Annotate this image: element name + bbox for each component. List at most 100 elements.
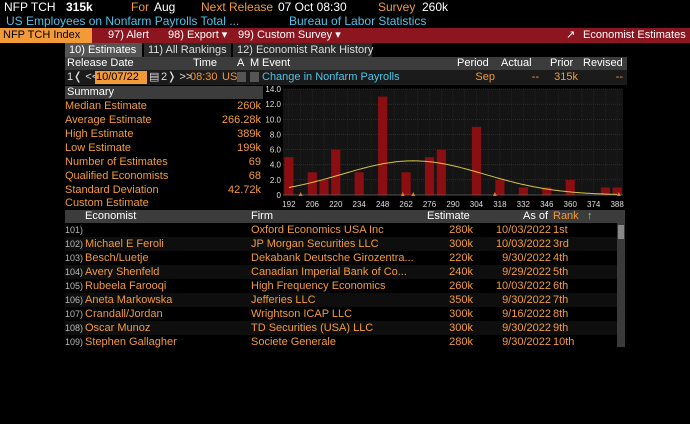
economist-name: Stephen Gallagher	[85, 336, 177, 348]
marker-icon	[492, 192, 497, 196]
y-tick-label: 2.0	[270, 176, 282, 185]
toolbar: NFP TCH Index 97) Alert 98) Export ▾ 99)…	[0, 28, 690, 43]
row-number: 105)	[65, 281, 84, 291]
asof-date: 10/03/2022	[495, 280, 551, 292]
table-row[interactable]: 103) Besch/Luetje Dekabank Deutsche Giroze…	[65, 251, 617, 265]
source-label: Bureau of Labor Statistics	[289, 14, 427, 28]
export-button[interactable]: 98) Export ▾	[168, 29, 228, 41]
event-country: US	[222, 71, 238, 83]
custom-survey-button[interactable]: 99) Custom Survey ▾	[238, 29, 341, 41]
scrollbar[interactable]	[617, 223, 625, 347]
y-tick-label: 8.0	[270, 130, 282, 139]
col-rank[interactable]: Rank	[553, 210, 579, 222]
table-row[interactable]: 101) Oxford Economics USA Inc 280k 10/03/20…	[65, 223, 617, 237]
bar	[319, 179, 329, 195]
bar	[354, 172, 364, 195]
bar	[600, 187, 610, 195]
row-number: 109)	[65, 337, 84, 347]
row-number: 104)	[65, 267, 84, 277]
col-asof[interactable]: As of	[523, 210, 549, 222]
event-prior: 315k	[554, 71, 578, 83]
alert-button[interactable]: 97) Alert	[108, 29, 149, 41]
x-tick-label: 234	[353, 200, 367, 209]
economist-name: Michael E Feroli	[85, 238, 164, 250]
estimate-value: 280k	[449, 224, 473, 236]
tab-estimates[interactable]: 10) Estimates	[65, 43, 143, 57]
col-estimate[interactable]: Estimate	[427, 210, 470, 222]
x-tick-label: 220	[329, 200, 343, 209]
col-event: Event	[262, 57, 291, 69]
table-row[interactable]: 102) Michael E Feroli JP Morgan Securities…	[65, 237, 617, 251]
table-row[interactable]: 106) Aneta Markowska Jefferies LLC 350k 9/30…	[65, 293, 617, 307]
col-a: A	[237, 57, 245, 69]
marker-icon	[411, 192, 416, 196]
x-tick-label: 318	[493, 200, 507, 209]
sort-up-icon[interactable]: ↑	[587, 210, 593, 222]
release-date-input[interactable]: 10/07/22	[95, 71, 147, 84]
x-tick-label: 360	[564, 200, 578, 209]
estimate-value: 300k	[449, 322, 473, 334]
asof-date: 9/30/2022	[502, 252, 551, 264]
table-row[interactable]: 108) Oscar Munoz TD Securities (USA) LLC 30…	[65, 321, 617, 335]
estimate-value: 350k	[449, 294, 473, 306]
table-row[interactable]: 107) Crandall/Jordan Wrightson ICAP LLC 300…	[65, 307, 617, 321]
economist-name: Aneta Markowska	[85, 294, 173, 306]
alert-icon[interactable]	[237, 72, 246, 82]
rank-value: 7th	[553, 294, 569, 306]
firm-name: Canadian Imperial Bank of Co...	[251, 266, 407, 278]
row-number: 102)	[65, 239, 84, 249]
col-economist[interactable]: Economist	[85, 210, 137, 222]
x-tick-label: 276	[423, 200, 437, 209]
tab-economist-rank-history[interactable]: 12) Economist Rank History	[233, 43, 373, 57]
event-name[interactable]: Change in Nonfarm Payrolls	[262, 71, 400, 83]
x-tick-label: 346	[540, 200, 554, 209]
summary-row-qualified: Qualified Economists 68	[65, 170, 261, 182]
asof-date: 9/30/2022	[502, 336, 551, 348]
survey-value: 260k	[422, 0, 449, 14]
estimate-value: 220k	[449, 252, 473, 264]
distribution-curve	[288, 160, 618, 195]
rank-value: 9th	[553, 322, 569, 334]
asof-date: 9/16/2022	[502, 308, 551, 320]
col-prior: Prior	[550, 57, 574, 69]
prev-button[interactable]: 1❬ <<	[67, 71, 99, 83]
asof-date: 10/03/2022	[495, 238, 551, 250]
popout-icon[interactable]: ↗	[566, 29, 576, 41]
x-tick-label: 206	[306, 200, 320, 209]
y-tick-label: 4.0	[270, 161, 282, 170]
col-firm[interactable]: Firm	[251, 210, 273, 222]
economist-name: Avery Shenfeld	[85, 266, 160, 278]
table-row[interactable]: 109) Stephen Gallagher Societe Generale 280…	[65, 335, 617, 349]
estimate-value: 300k	[449, 308, 473, 320]
survey-label: Survey	[378, 0, 416, 14]
x-tick-label: 388	[610, 200, 624, 209]
for-label: For	[131, 0, 149, 14]
scrollbar-thumb[interactable]	[618, 225, 624, 239]
bar	[495, 179, 505, 195]
x-tick-label: 304	[470, 200, 484, 209]
bar	[471, 126, 482, 195]
asof-date: 9/30/2022	[502, 294, 551, 306]
index-field[interactable]: NFP TCH Index	[0, 28, 92, 43]
table-row[interactable]: 105) Rubeela Farooqi High Frequency Econom…	[65, 279, 617, 293]
summary-row-count: Number of Estimates 69	[65, 156, 261, 168]
bar	[378, 96, 388, 195]
bar	[424, 157, 435, 195]
rank-value: 8th	[553, 308, 569, 320]
market-icon[interactable]	[250, 72, 259, 82]
calendar-icon[interactable]: ▤	[149, 71, 160, 83]
tab-bar: 10) Estimates 11) All Rankings 12) Econo…	[0, 43, 690, 57]
y-tick-label: 14.0	[265, 86, 281, 94]
marker-icon	[400, 192, 405, 196]
col-release-date: Release Date	[67, 57, 134, 69]
bar	[307, 172, 317, 195]
estimate-value: 260k	[449, 280, 473, 292]
event-revised: --	[615, 71, 623, 83]
table-row[interactable]: 104) Avery Shenfeld Canadian Imperial Bank…	[65, 265, 617, 279]
next-button[interactable]: 2❭ >>	[161, 71, 193, 83]
estimate-value: 300k	[449, 238, 473, 250]
economist-name: Oscar Munoz	[85, 322, 151, 334]
economist-estimates-title: Economist Estimates	[583, 29, 686, 41]
tab-all-rankings[interactable]: 11) All Rankings	[144, 43, 232, 57]
firm-name: TD Securities (USA) LLC	[251, 322, 374, 334]
